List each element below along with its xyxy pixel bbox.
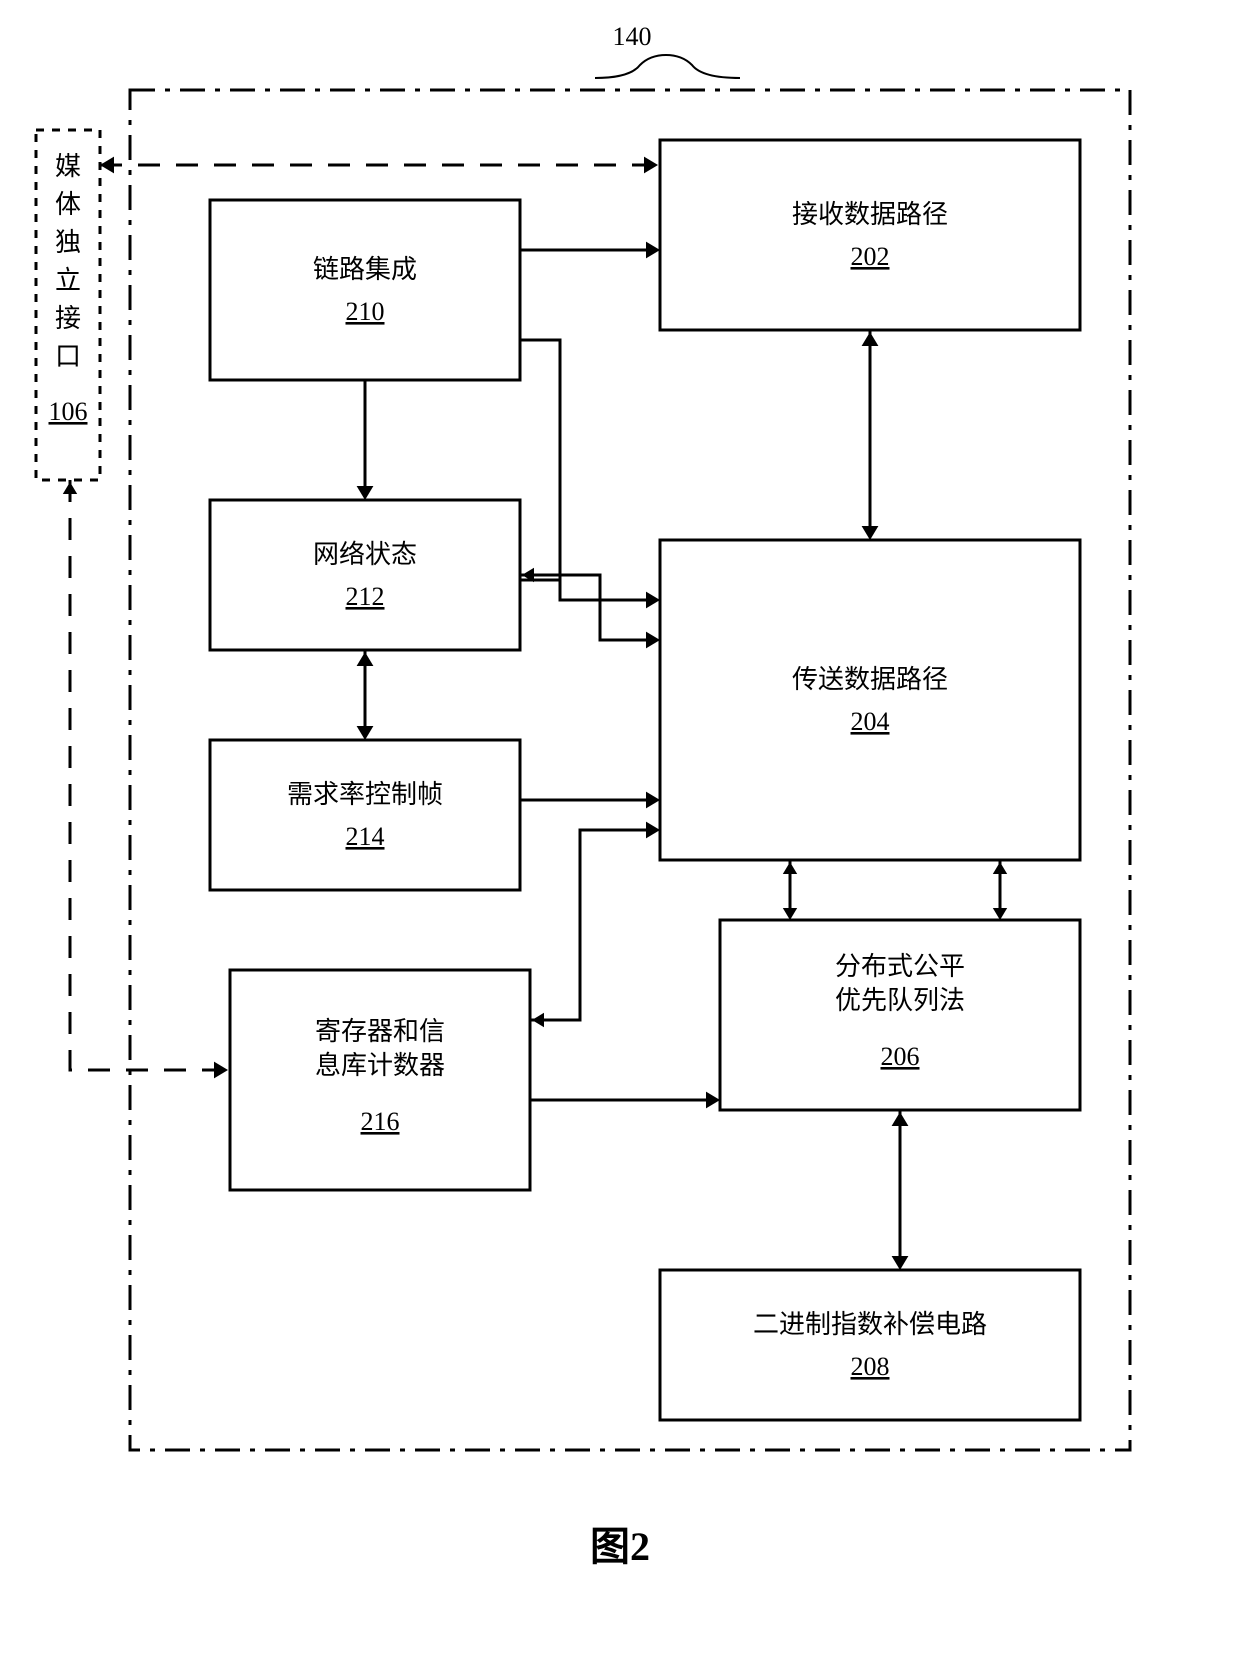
block-b204 <box>660 540 1080 860</box>
svg-text:接收数据路径: 接收数据路径 <box>792 200 948 229</box>
svg-text:息库计数器: 息库计数器 <box>315 1051 445 1080</box>
block-b216 <box>230 970 530 1190</box>
svg-text:210: 210 <box>346 297 385 326</box>
svg-text:媒: 媒 <box>55 152 81 181</box>
block-b210 <box>210 200 520 380</box>
svg-text:优先队列法: 优先队列法 <box>835 986 965 1015</box>
block-b202 <box>660 140 1080 330</box>
svg-text:216: 216 <box>361 1107 400 1136</box>
svg-text:体: 体 <box>55 190 81 219</box>
svg-text:206: 206 <box>881 1042 920 1071</box>
svg-text:独: 独 <box>55 228 81 257</box>
svg-text:202: 202 <box>851 242 890 271</box>
top-bracket <box>595 55 740 78</box>
svg-text:204: 204 <box>851 707 890 736</box>
svg-text:口: 口 <box>55 342 81 371</box>
block-b206 <box>720 920 1080 1110</box>
svg-text:106: 106 <box>49 397 88 426</box>
svg-text:寄存器和信: 寄存器和信 <box>315 1017 445 1046</box>
svg-text:链路集成: 链路集成 <box>313 255 417 284</box>
svg-text:212: 212 <box>346 582 385 611</box>
svg-text:接: 接 <box>55 304 81 333</box>
svg-text:二进制指数补偿电路: 二进制指数补偿电路 <box>753 1310 987 1339</box>
top-label: 140 <box>613 22 652 51</box>
svg-text:208: 208 <box>851 1352 890 1381</box>
svg-text:分布式公平: 分布式公平 <box>835 952 965 981</box>
svg-text:需求率控制帧: 需求率控制帧 <box>287 780 443 809</box>
svg-text:网络状态: 网络状态 <box>313 540 417 569</box>
figure-label: 图2 <box>590 1524 650 1569</box>
block-b208 <box>660 1270 1080 1420</box>
svg-text:立: 立 <box>55 266 81 295</box>
block-b214 <box>210 740 520 890</box>
svg-text:214: 214 <box>346 822 385 851</box>
outer-box <box>130 90 1130 1450</box>
svg-text:传送数据路径: 传送数据路径 <box>792 665 948 694</box>
block-b212 <box>210 500 520 650</box>
